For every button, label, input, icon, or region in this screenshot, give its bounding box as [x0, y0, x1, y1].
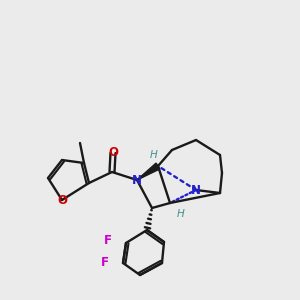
- Polygon shape: [137, 163, 160, 180]
- Text: O: O: [57, 194, 67, 206]
- Text: H: H: [149, 150, 157, 160]
- Text: H: H: [177, 209, 185, 219]
- Text: O: O: [108, 146, 118, 160]
- Text: N: N: [132, 173, 142, 187]
- Text: N: N: [191, 184, 201, 196]
- Text: F: F: [101, 256, 109, 269]
- Text: F: F: [104, 233, 112, 247]
